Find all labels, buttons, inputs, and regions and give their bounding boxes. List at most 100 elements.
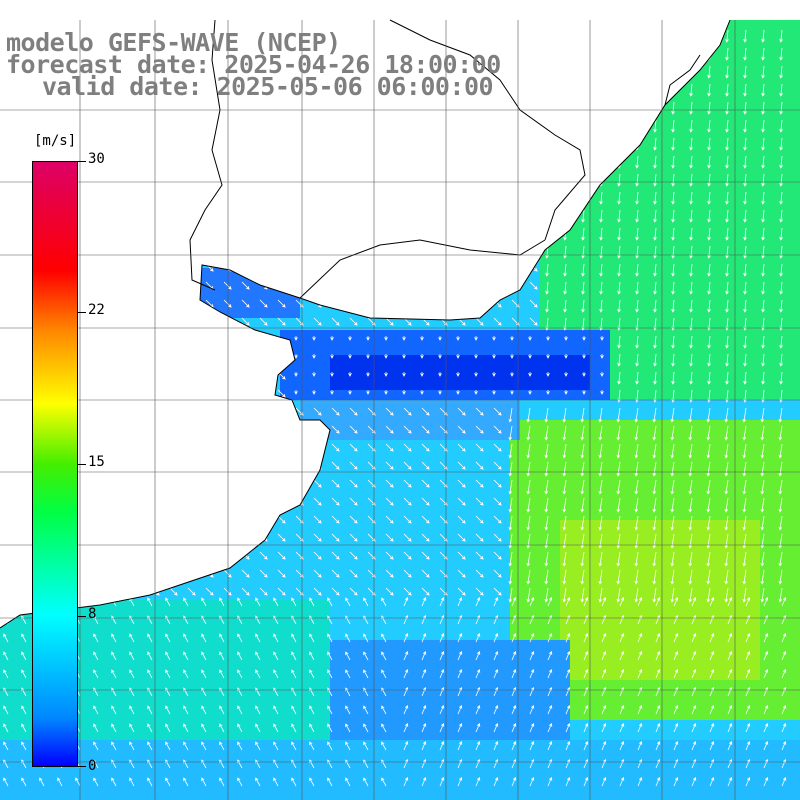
wind-arrow (600, 390, 604, 395)
wind-arrow (259, 245, 268, 254)
wind-arrow (544, 425, 549, 441)
wind-arrow (619, 650, 625, 661)
wind-arrow (151, 101, 160, 110)
wind-arrow (205, 317, 214, 326)
wind-arrow (724, 533, 729, 549)
wind-arrow (115, 587, 124, 596)
wind-arrow (403, 776, 409, 787)
wind-arrow (781, 632, 787, 643)
wind-arrow (457, 263, 466, 272)
wind-arrow (547, 704, 553, 715)
wind-arrow (457, 137, 466, 146)
wind-arrow (652, 569, 657, 585)
wind-arrow (331, 119, 340, 128)
wind-arrow (349, 479, 358, 488)
wind-arrow (438, 372, 442, 377)
wind-arrow (779, 65, 783, 79)
wind-arrow (133, 119, 142, 128)
wind-arrow (21, 633, 27, 643)
wind-arrow (653, 263, 657, 277)
wind-arrow (493, 425, 502, 434)
wind-arrow (79, 245, 88, 254)
wind-arrow (403, 443, 412, 452)
wind-arrow (223, 479, 232, 488)
wind-arrow (201, 651, 207, 661)
wind-arrow (689, 155, 693, 169)
wind-arrow (727, 740, 733, 751)
wind-arrow (508, 497, 513, 513)
wind-arrow (635, 47, 639, 61)
wind-arrow (111, 741, 117, 751)
wind-arrow (475, 407, 484, 416)
wind-arrow (652, 425, 657, 441)
wind-arrow (201, 723, 207, 733)
wind-arrow (277, 443, 286, 452)
wind-arrow (147, 705, 153, 715)
wind-arrow (689, 227, 693, 241)
wind-arrow (259, 227, 268, 236)
wind-arrow (345, 705, 351, 715)
wind-arrow (508, 569, 513, 585)
wind-arrow (169, 389, 178, 398)
wind-arrow (546, 390, 550, 395)
wind-arrow (241, 353, 250, 362)
wind-arrow (707, 263, 711, 277)
wind-arrow (241, 173, 250, 182)
wind-arrow (707, 209, 711, 223)
wind-arrow (133, 191, 142, 200)
wind-arrow (165, 651, 171, 661)
wind-arrow (331, 587, 340, 596)
wind-arrow (743, 47, 747, 61)
wind-arrow (761, 173, 765, 187)
wind-arrow (439, 632, 445, 643)
wind-arrow (403, 740, 409, 751)
wind-arrow (79, 533, 88, 542)
wind-arrow (634, 551, 639, 567)
wind-arrow (403, 722, 409, 733)
wind-arrow (97, 263, 106, 272)
wind-arrow (403, 119, 412, 128)
wind-arrow (438, 336, 442, 341)
wind-arrow (511, 596, 517, 607)
wind-arrow (599, 191, 603, 205)
wind-arrow (7, 551, 16, 560)
wind-arrow (742, 533, 747, 549)
wind-arrow (381, 741, 387, 751)
wind-arrow (277, 299, 286, 308)
wind-arrow (259, 551, 268, 560)
wind-arrow (273, 705, 279, 715)
wind-arrow (255, 723, 261, 733)
wind-arrow (547, 632, 553, 643)
wind-arrow (457, 596, 463, 607)
wind-arrow (511, 650, 517, 661)
wind-arrow (778, 425, 783, 441)
wind-arrow (97, 515, 106, 524)
wind-arrow (7, 533, 16, 542)
wind-arrow (779, 101, 783, 115)
wind-arrow (598, 479, 603, 495)
wind-arrow (510, 336, 514, 341)
wind-arrow (761, 335, 765, 349)
wind-arrow (79, 155, 88, 164)
wind-arrow (493, 497, 502, 506)
wind-arrow (205, 461, 214, 470)
wind-arrow (529, 209, 538, 218)
wind-arrow (151, 371, 160, 380)
wind-arrow (313, 425, 322, 434)
wind-arrow (331, 209, 340, 218)
wind-arrow (457, 299, 466, 308)
wind-arrow (165, 741, 171, 751)
wind-arrow (689, 281, 693, 295)
wind-arrow (475, 479, 484, 488)
wind-arrow (309, 723, 315, 733)
wind-arrow (385, 497, 394, 506)
wind-arrow (169, 533, 178, 542)
wind-arrow (653, 245, 657, 259)
wind-arrow (219, 597, 225, 607)
wind-arrow (345, 597, 351, 607)
wind-arrow (742, 515, 747, 531)
wind-arrow (421, 191, 430, 200)
wind-arrow (255, 633, 261, 643)
wind-arrow (583, 668, 589, 679)
wind-arrow (475, 317, 484, 326)
